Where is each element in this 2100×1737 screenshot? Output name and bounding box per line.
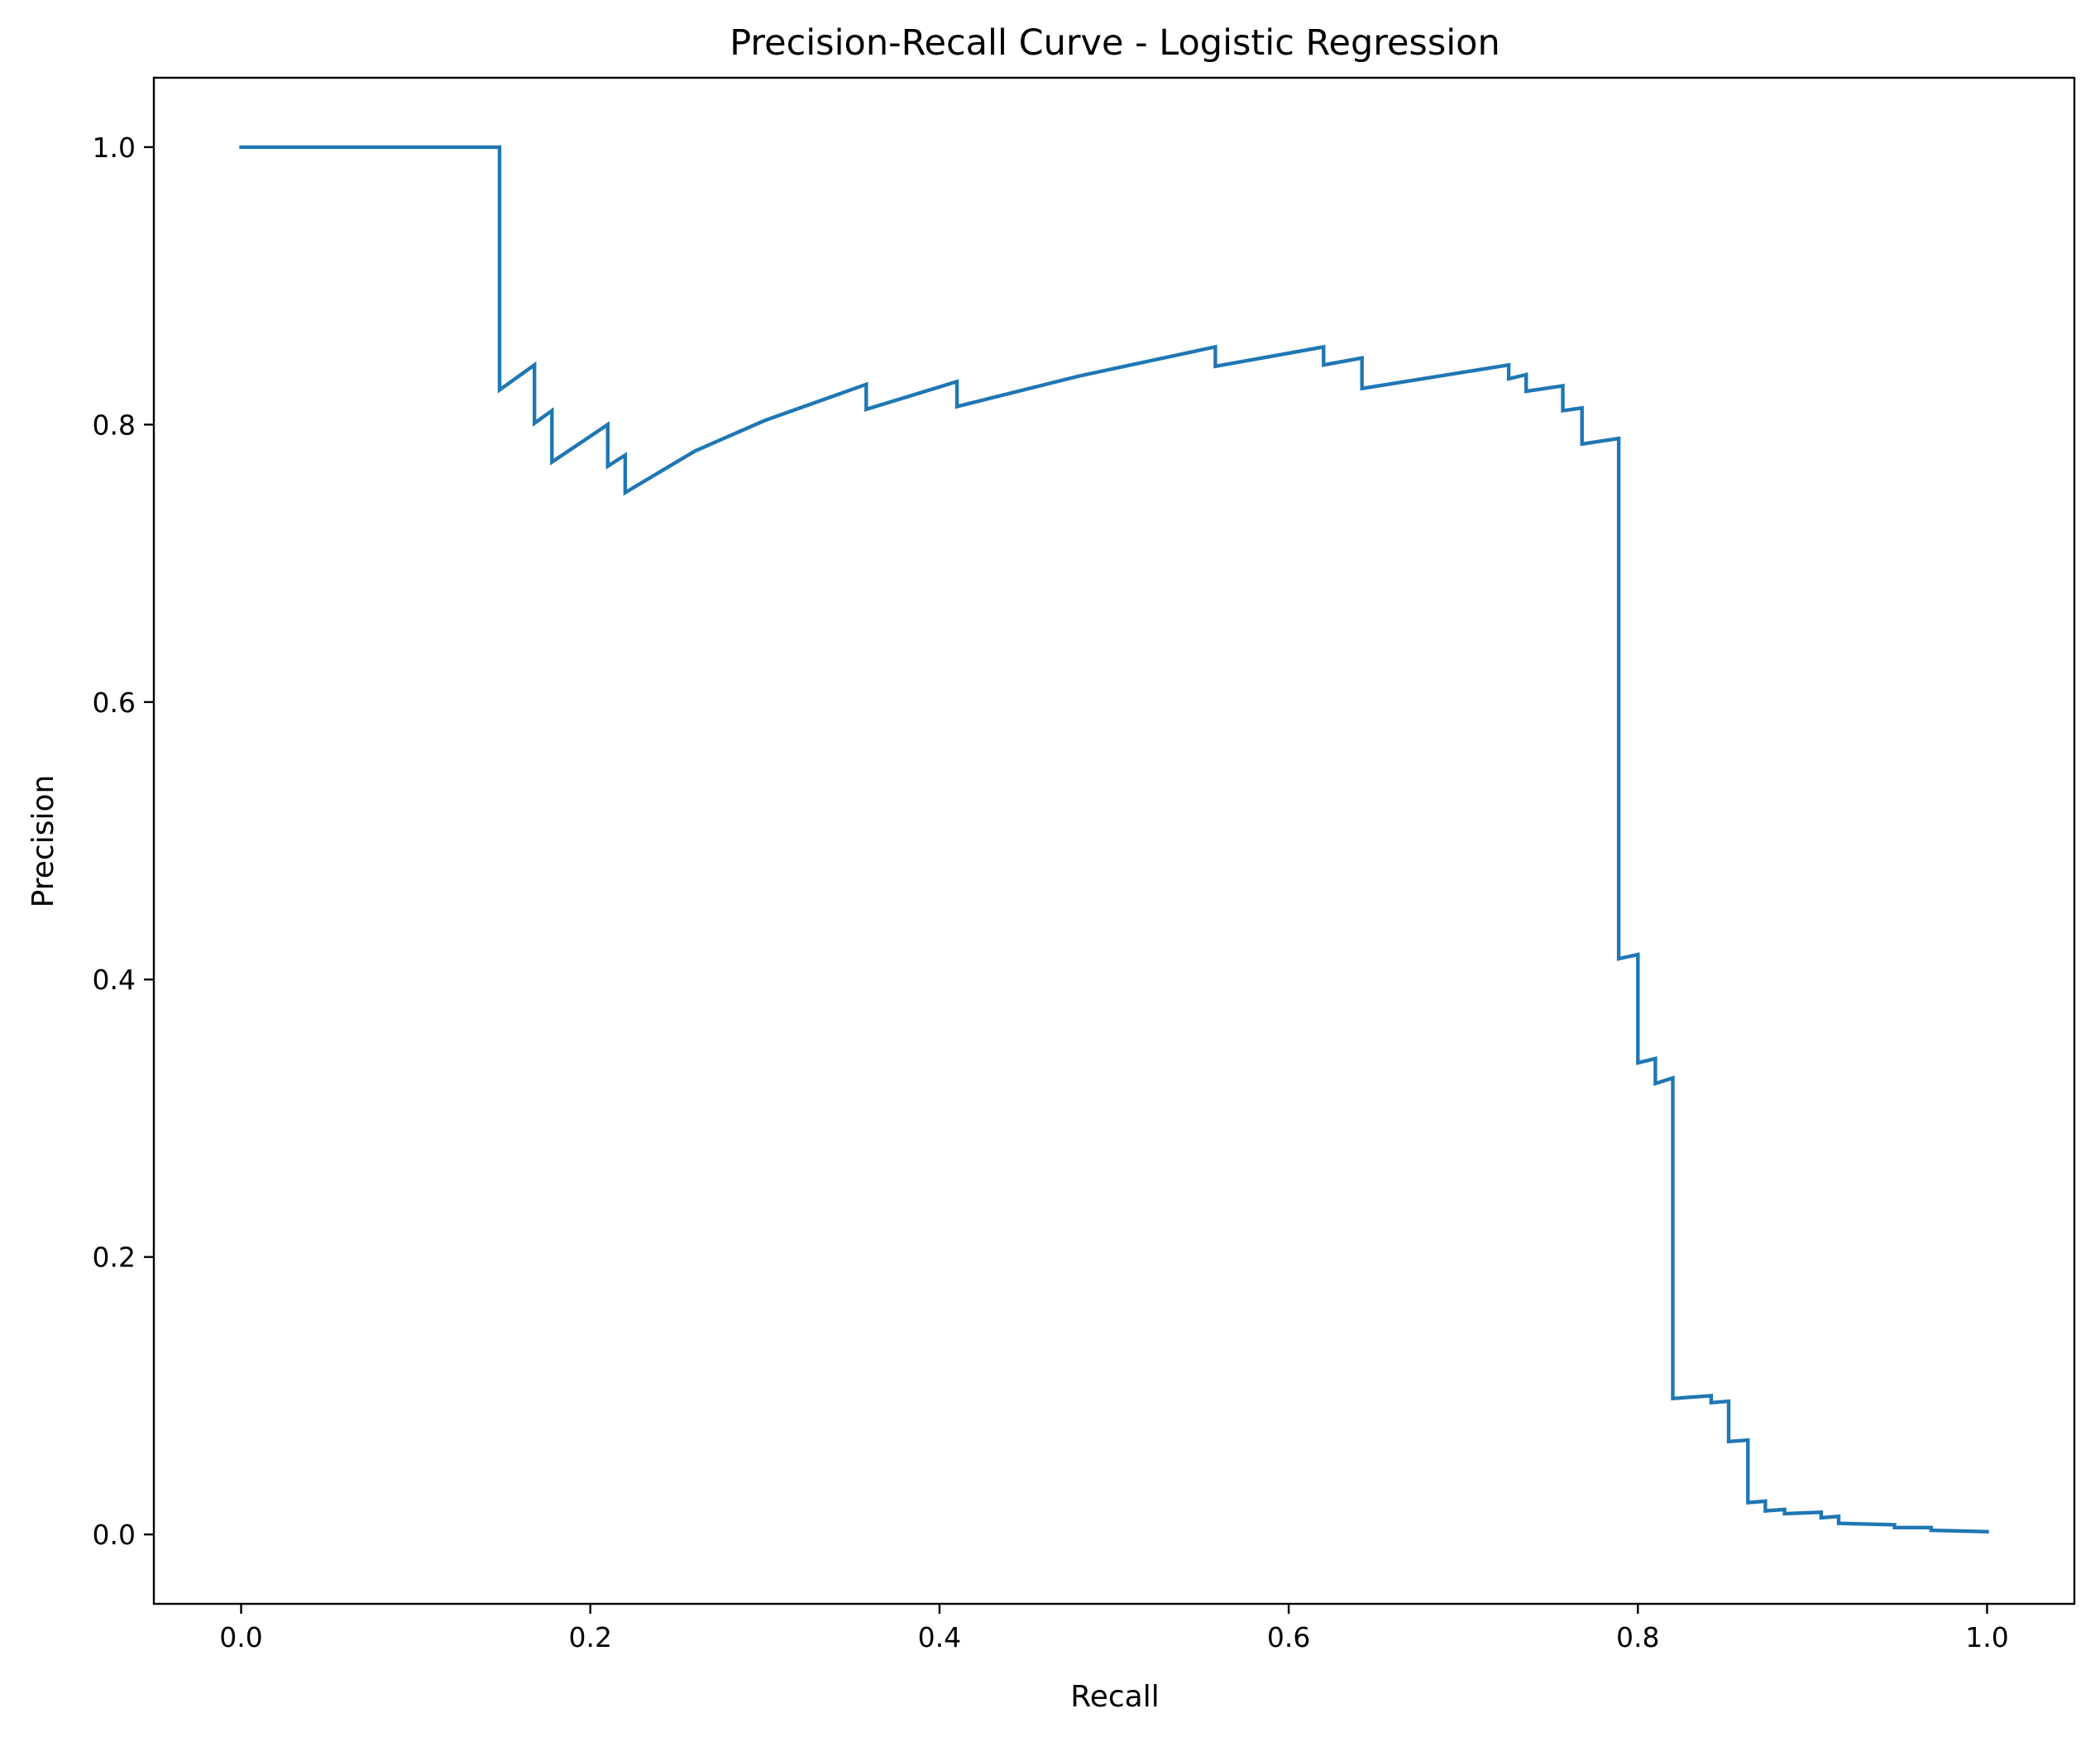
axes-frame	[152, 76, 2076, 1605]
y-tick-label: 0.4	[93, 964, 136, 996]
x-tick-label: 0.2	[568, 1621, 611, 1653]
y-tick-label: 0.0	[93, 1519, 136, 1551]
y-tick-label: 1.0	[93, 132, 136, 164]
x-tick-label: 1.0	[1965, 1621, 2008, 1653]
x-tick-label: 0.0	[219, 1621, 262, 1653]
x-axis: 0.0 0.2 0.4 0.6 0.8 1.0	[219, 1604, 2009, 1653]
x-tick-label: 0.4	[918, 1621, 961, 1653]
y-axis: 0.0 0.2 0.4 0.6 0.8 1.0	[93, 132, 154, 1551]
y-axis-label: Precision	[26, 775, 60, 908]
y-tick-label: 0.8	[93, 409, 136, 441]
x-tick-label: 0.6	[1267, 1621, 1310, 1653]
chart-title: Precision-Recall Curve - Logistic Regres…	[729, 22, 1500, 64]
x-axis-label: Recall	[1070, 1680, 1159, 1714]
x-tick-label: 0.8	[1616, 1621, 1659, 1653]
y-tick-label: 0.2	[93, 1242, 136, 1274]
plot-area	[239, 145, 1989, 1534]
y-tick-label: 0.6	[93, 687, 136, 719]
pr-curve-line	[239, 145, 1989, 1534]
